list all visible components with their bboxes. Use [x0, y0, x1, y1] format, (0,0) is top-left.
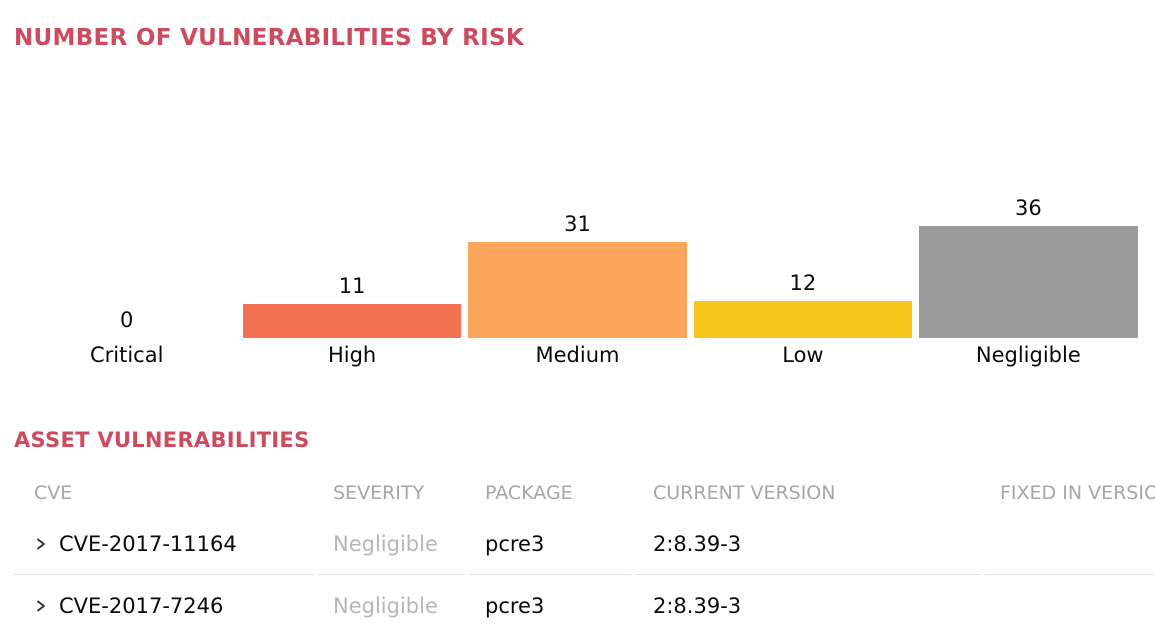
cve-text: CVE-2017-7246 — [59, 593, 224, 618]
bar-value-label-high: 11 — [338, 274, 366, 298]
column-header-package: PACKAGE — [485, 482, 573, 504]
vulnerabilities-by-risk-chart: 0 11 31 12 36 Critical High Medium Low Negligibl… — [14, 50, 1141, 367]
category-label-negligible: Negligible — [975, 343, 1081, 367]
column-header-cve: CVE — [34, 482, 73, 504]
cve-text: CVE-2017-11164 — [59, 531, 237, 556]
cell-cve: CVE-2017-11164 — [14, 513, 314, 575]
cell-cve: CVE-2017-7246 — [14, 575, 314, 633]
asset-vulnerabilities-table: CVE SEVERITY PACKAGE CURRENT VERSION FIXED I… — [14, 481, 1155, 633]
bar-negligible — [919, 226, 1138, 338]
chart-category-labels: Critical High Medium Low Negligible — [14, 338, 1141, 367]
severity-text: Negligible — [333, 531, 438, 556]
category-label-low: Low — [782, 343, 824, 367]
chart-bar-group-high: 11 — [239, 50, 464, 338]
category-label-high: High — [327, 343, 377, 367]
severity-text: Negligible — [333, 593, 438, 618]
chart-bar-group-medium: 31 — [465, 50, 690, 338]
table-row[interactable]: CVE-2017-7246 Negligible pcre3 2:8.39-3 — [14, 575, 1141, 633]
column-header-current_version: CURRENT VERSION — [653, 482, 836, 504]
table-row[interactable]: CVE-2017-11164 Negligible pcre3 2:8.39-3 — [14, 513, 1155, 575]
bar-high — [242, 304, 462, 338]
bar-value-label-critical: 0 — [120, 308, 134, 332]
column-header-severity: SEVERITY — [333, 482, 425, 504]
chart-bar-group-negligible: 36 — [916, 50, 1141, 338]
bar-low — [693, 301, 913, 338]
chart-bars: 0 11 31 12 36 — [14, 50, 1141, 338]
chart-bar-group-critical: 0 — [14, 50, 239, 338]
bar-value-label-negligible: 36 — [1014, 196, 1042, 220]
bar-medium — [468, 242, 687, 338]
cell-fixed_in_version — [985, 575, 1155, 633]
expand-row-chevron-icon[interactable] — [34, 599, 47, 613]
expand-row-chevron-icon[interactable] — [34, 537, 47, 551]
table-body: CVE-2017-11164 Negligible pcre3 2:8.39-3 CVE… — [14, 513, 1155, 633]
cell-package: pcre3 — [469, 575, 631, 633]
cell-severity: Negligible — [318, 575, 465, 633]
table-header-row: CVE SEVERITY PACKAGE CURRENT VERSION FIXED I… — [14, 481, 1155, 505]
bar-value-label-low: 12 — [789, 271, 817, 295]
chart-bar-group-low: 12 — [690, 50, 915, 338]
package-text: pcre3 — [485, 593, 545, 618]
column-header-fixed_in_version: FIXED IN VERSION — [1000, 482, 1155, 504]
cell-fixed_in_version — [985, 513, 1155, 575]
category-label-critical: Critical — [89, 343, 164, 367]
cell-severity: Negligible — [318, 513, 465, 575]
chart-section-title: NUMBER OF VULNERABILITIES BY RISK — [14, 25, 524, 51]
package-text: pcre3 — [485, 531, 545, 556]
cell-current_version: 2:8.39-3 — [635, 575, 981, 633]
category-label-medium: Medium — [535, 343, 620, 367]
bar-value-label-medium: 31 — [564, 212, 591, 236]
current_version-text: 2:8.39-3 — [653, 531, 742, 556]
cell-package: pcre3 — [469, 513, 631, 575]
cell-current_version: 2:8.39-3 — [635, 513, 981, 575]
current_version-text: 2:8.39-3 — [653, 593, 742, 618]
table-section-title: ASSET VULNERABILITIES — [14, 428, 310, 452]
